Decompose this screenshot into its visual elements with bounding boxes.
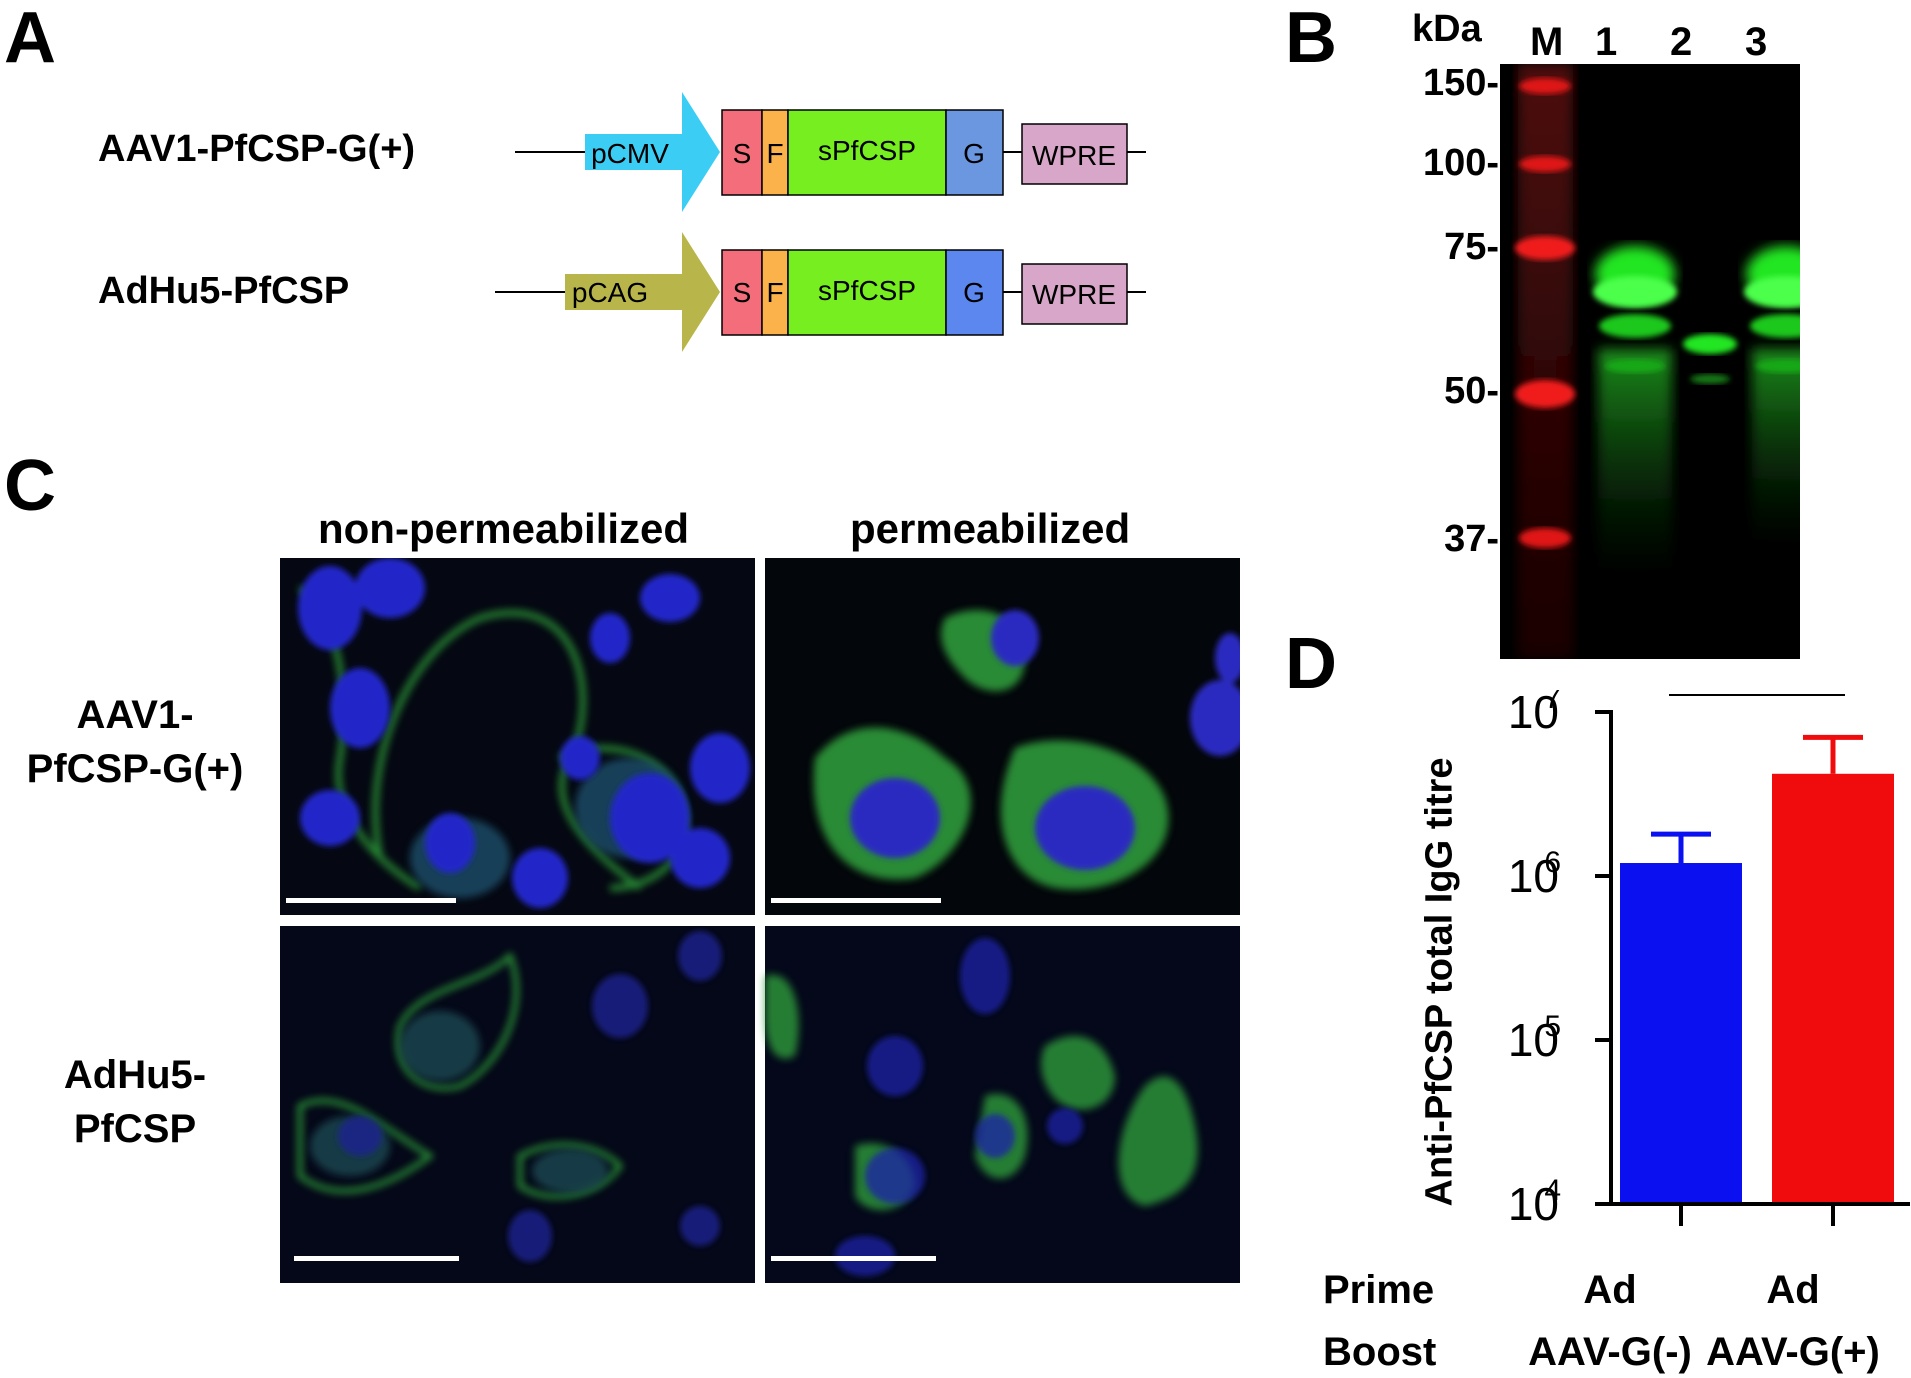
construct-1-promoter-arrow	[585, 92, 720, 212]
column-label-non-permeabilized: non-permeabilized	[318, 505, 690, 552]
prime-value-2: Ad	[1766, 1268, 1820, 1312]
significance-star: *	[1749, 690, 1765, 701]
panel-a-letter: A	[4, 0, 56, 78]
row-label-aav1: AAV1- PfCSP-G(+)	[26, 693, 244, 791]
lane-label-m: M	[1530, 20, 1564, 64]
image-aav1-permeabilized	[765, 558, 1240, 915]
y-tick-label: 107	[1508, 690, 1561, 738]
lane-label-2: 2	[1670, 20, 1693, 64]
svg-text:sPfCSP: sPfCSP	[818, 275, 916, 306]
svg-text:G: G	[963, 138, 985, 169]
svg-text:sPfCSP: sPfCSP	[818, 135, 916, 166]
construct-2-segment-s	[721, 249, 763, 336]
significance: *	[1669, 690, 1845, 701]
construct-2-name: AdHu5-PfCSP	[98, 270, 350, 312]
svg-text:S: S	[733, 277, 752, 308]
construct-1-terminator	[1021, 123, 1128, 185]
bar	[1620, 863, 1742, 1202]
svg-text:F: F	[766, 138, 783, 169]
boost-value-2: AAV-G(+)	[1706, 1330, 1880, 1374]
y-tick-label: 104	[1508, 1174, 1561, 1230]
image-adhu5-non-permeabilized	[280, 926, 755, 1283]
y-axis: 104 105 106 107	[1508, 690, 1910, 1230]
boost-value-1: AAV-G(-)	[1528, 1330, 1692, 1374]
lane-label-3: 3	[1745, 20, 1768, 64]
svg-text:WPRE: WPRE	[1032, 140, 1116, 171]
construct-diagram: pCMV S F sPfCSP G WPRE pCAG S F sPfCSP G…	[495, 92, 1146, 352]
panel-d-letter: D	[1285, 624, 1337, 704]
svg-text:G: G	[963, 277, 985, 308]
bars	[1620, 734, 1894, 1226]
image-aav1-non-permeabilized	[280, 558, 755, 915]
construct-1-name: AAV1-PfCSP-G(+)	[98, 128, 416, 170]
y-tick-label: 106	[1508, 846, 1561, 902]
bar	[1772, 773, 1894, 1202]
western-blot	[1500, 64, 1800, 659]
construct-2-segment-spfcsp	[787, 249, 947, 336]
titre-bar-chart: 104 105 106 107 *	[1508, 690, 1910, 1230]
construct-2-promoter-label: pCAG	[572, 277, 648, 308]
row-label-adhu5: AdHu5- PfCSP	[63, 1053, 207, 1151]
marker-150: 150-	[1422, 62, 1499, 104]
construct-2-segment-f	[761, 249, 789, 336]
construct-1-promoter-label: pCMV	[591, 138, 669, 169]
boost-label: Boost	[1323, 1330, 1437, 1374]
svg-text:WPRE: WPRE	[1032, 279, 1116, 310]
image-adhu5-permeabilized	[765, 926, 1240, 1283]
lane-label-1: 1	[1595, 20, 1618, 64]
y-tick-label: 105	[1508, 1010, 1561, 1066]
marker-50: 50-	[1444, 370, 1499, 412]
column-label-permeabilized: permeabilized	[850, 505, 1131, 552]
svg-text:F: F	[766, 277, 783, 308]
construct-2-terminator	[1021, 263, 1128, 325]
construct-1-segment-f	[761, 109, 789, 196]
prime-value-1: Ad	[1583, 1268, 1637, 1312]
panel-b-letter: B	[1285, 0, 1337, 78]
construct-2-segment-g	[945, 249, 1004, 336]
svg-text:S: S	[733, 138, 752, 169]
construct-1-segment-spfcsp	[787, 109, 947, 196]
panel-c-letter: C	[4, 446, 56, 526]
construct-2-promoter-arrow	[565, 232, 720, 352]
construct-1-segment-g	[945, 109, 1004, 196]
marker-75: 75-	[1444, 226, 1499, 268]
marker-100: 100-	[1422, 142, 1499, 184]
microscopy-grid	[280, 558, 1240, 1283]
marker-37: 37-	[1444, 518, 1499, 560]
prime-label: Prime	[1323, 1268, 1435, 1312]
construct-1-segment-s	[721, 109, 763, 196]
kda-label: kDa	[1412, 8, 1482, 50]
